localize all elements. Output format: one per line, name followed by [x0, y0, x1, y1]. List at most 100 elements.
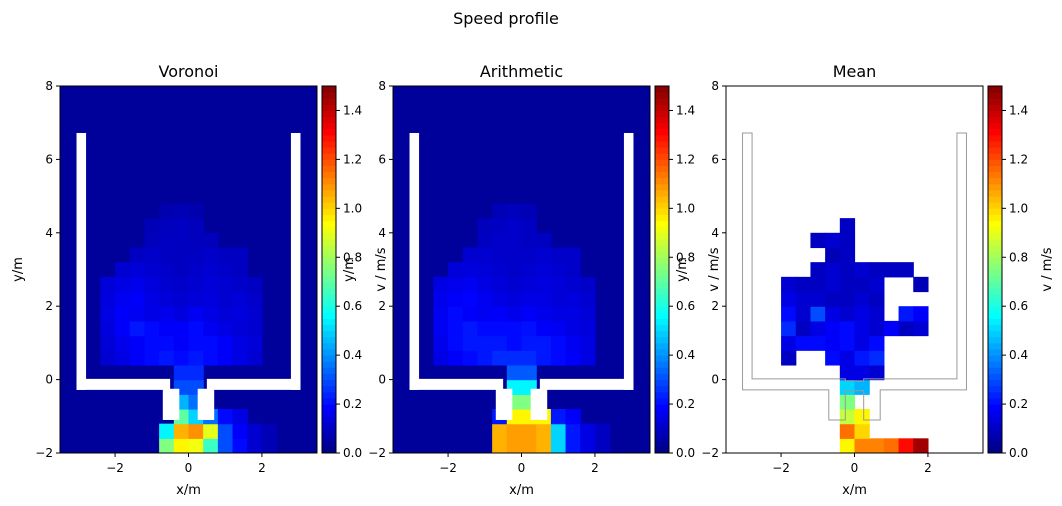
heatmap-cell [839, 232, 856, 249]
colorbar-segment [655, 391, 669, 399]
heatmap-cell [506, 306, 523, 322]
heatmap-cell [506, 350, 523, 366]
room-geometry [409, 132, 634, 420]
heatmap-cell [521, 438, 537, 453]
colorbar-segment [322, 165, 336, 173]
colorbar-segment [988, 391, 1002, 399]
colorbar-segment [988, 373, 1002, 381]
heatmap-cell [913, 438, 929, 453]
heatmap-cell [810, 306, 826, 322]
heatmap-cell [203, 291, 219, 307]
colorbar-segment [322, 257, 336, 264]
colorbar-segment [322, 147, 336, 154]
heatmap-cell [810, 320, 826, 337]
heatmap-cell [173, 364, 190, 381]
heatmap-cell [188, 276, 204, 293]
heatmap-cell [839, 276, 856, 293]
heatmap-cell [536, 320, 552, 337]
heatmap-cell [781, 306, 797, 322]
colorbar-segment [322, 373, 336, 381]
colorbar-segment [655, 251, 669, 258]
heatmap-cell [217, 438, 234, 453]
colorbar-segment [655, 165, 669, 173]
heatmap-cell [781, 350, 797, 366]
heatmap-cell [232, 291, 248, 307]
colorbar-segment [322, 245, 336, 252]
heatmap-cell [144, 306, 160, 322]
colorbar-segment [988, 251, 1002, 258]
heatmap-cell [565, 335, 581, 351]
colorbar-tick-label: 1.2 [343, 152, 362, 166]
heatmap-cell [883, 262, 900, 278]
heatmap-cell [217, 306, 234, 322]
heatmap-cell [217, 350, 234, 366]
heatmap-cell [217, 262, 234, 278]
colorbar-segment [655, 257, 669, 264]
heatmap-cell [869, 350, 885, 366]
colorbar: 0.0 0.2 0.4 0.6 0.8 1.0 1.2 1.4 v / m/s [654, 85, 722, 460]
heatmap-cell [506, 423, 523, 439]
colorbar-segment [322, 440, 336, 448]
heatmap-cell [188, 203, 204, 219]
colorbar-segment [988, 318, 1002, 326]
wall-segment [495, 388, 513, 420]
x-tick-label: 0 [518, 461, 526, 475]
colorbar-segment [988, 361, 1002, 368]
colorbar-segment [322, 226, 336, 234]
colorbar-segment [988, 404, 1002, 411]
colorbar-segment [988, 238, 1002, 246]
colorbar-segment [322, 128, 336, 136]
colorbar-segment [322, 428, 336, 436]
colorbar-segment [655, 232, 669, 240]
heatmap-cells [781, 218, 929, 453]
heatmap-cell [100, 291, 116, 307]
heatmap-cell [203, 350, 219, 366]
heatmap-cell [839, 291, 856, 307]
heatmap-cell [781, 276, 797, 293]
y-tick-label: 6 [45, 152, 53, 166]
colorbar-tick-label: 0.8 [676, 250, 695, 264]
colorbar-segment [322, 263, 336, 270]
heatmap-cell [203, 232, 219, 249]
colorbar-segment [655, 122, 669, 130]
heatmap-cell [869, 364, 885, 381]
heatmap-cell [203, 262, 219, 278]
colorbar-segment [322, 300, 336, 307]
colorbar-segment [322, 122, 336, 130]
heatmap-cell [839, 335, 856, 351]
colorbar-segment [322, 202, 336, 209]
heatmap-cell [462, 306, 479, 322]
heatmap-cell [144, 320, 160, 337]
colorbar-segment [655, 385, 669, 393]
heatmap-cell [781, 320, 797, 337]
heatmap-cell [129, 306, 146, 322]
heatmap-cell [854, 262, 870, 278]
heatmap-cell [115, 306, 131, 322]
colorbar-segment [988, 434, 1002, 442]
heatmap-cell [232, 438, 248, 453]
colorbar-segment [322, 153, 336, 160]
heatmap-cell [898, 320, 914, 337]
colorbar-segment [322, 208, 336, 215]
x-axis-label: x/m [176, 483, 201, 498]
colorbar-segment [655, 226, 669, 234]
colorbar-segment [988, 397, 1002, 405]
colorbar-segment [322, 385, 336, 393]
colorbar-segment [322, 416, 336, 423]
heatmap-cell [433, 306, 449, 322]
heatmap-cell [188, 423, 204, 439]
colorbar-segment [988, 92, 1002, 99]
heatmap-cell [188, 262, 204, 278]
colorbar-segment [322, 251, 336, 258]
heatmap-cell [159, 276, 175, 293]
colorbar-segment [655, 330, 669, 338]
heatmap-cell [100, 320, 116, 337]
heatmap-cell [565, 423, 581, 439]
heatmap-cell [462, 335, 479, 351]
colorbar-tick-label: 1.4 [1009, 103, 1028, 117]
heatmap-cell [217, 335, 234, 351]
heatmap-cell [506, 364, 523, 381]
heatmap-cell [100, 276, 116, 293]
colorbar-segment [322, 171, 336, 179]
heatmap-cell [536, 335, 552, 351]
